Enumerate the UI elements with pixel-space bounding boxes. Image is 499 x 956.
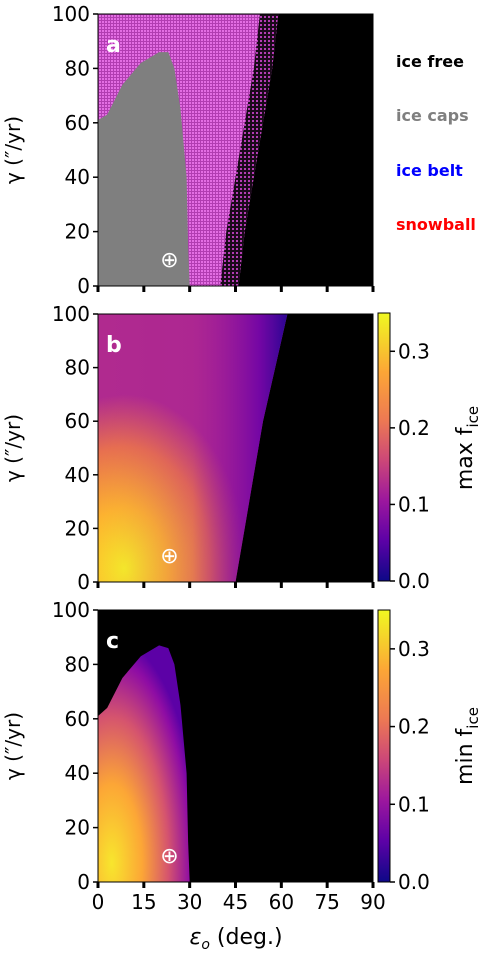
x-tick-label: 0 bbox=[92, 890, 105, 914]
y-axis-label-c: γ (″/yr) bbox=[1, 712, 25, 780]
colorbar-label-b: max fice bbox=[453, 406, 482, 490]
y-tick-label: 20 bbox=[65, 516, 90, 540]
y-tick-label: 0 bbox=[77, 870, 90, 894]
colorbar-tick-label: 0.0 bbox=[398, 569, 430, 593]
x-axis-b bbox=[96, 582, 375, 588]
max-fice-edge-shading bbox=[98, 314, 288, 582]
y-tick-label: 80 bbox=[65, 356, 90, 380]
y-tick-label: 40 bbox=[65, 761, 90, 785]
colorbar-b bbox=[377, 312, 391, 582]
y-tick-label: 60 bbox=[65, 111, 90, 135]
panel-label-c: c bbox=[106, 629, 119, 654]
y-axis-c: 0 20 40 60 80 100 bbox=[52, 598, 98, 894]
panel-label-a: a bbox=[106, 33, 121, 58]
y-tick-label: 100 bbox=[52, 302, 90, 326]
y-tick-label: 0 bbox=[77, 274, 90, 298]
colorbar-c bbox=[377, 609, 391, 883]
earth-marker-b: ⊕ bbox=[160, 544, 178, 569]
panel-label-b: b bbox=[106, 333, 122, 358]
x-tick-label: 75 bbox=[314, 890, 339, 914]
colorbar-tick-label: 0.2 bbox=[398, 715, 430, 739]
colorbar-tick-label: 0.1 bbox=[398, 792, 430, 816]
mixed-transition-region-a bbox=[220, 14, 279, 286]
colorbar-tick-label: 0.3 bbox=[398, 637, 430, 661]
y-tick-label: 20 bbox=[65, 816, 90, 840]
x-tick-label: 30 bbox=[177, 890, 202, 914]
colorbar-label-c: min fice bbox=[453, 707, 482, 785]
legend-ice-caps: ice caps bbox=[396, 106, 469, 125]
y-axis-a: 0 20 40 60 80 100 bbox=[52, 2, 98, 298]
y-tick-label: 100 bbox=[52, 598, 90, 622]
colorbar-tick-label: 0.2 bbox=[398, 416, 430, 440]
min-fice-heatmap bbox=[98, 645, 190, 882]
x-axis-c: 0 15 30 45 60 75 90 bbox=[92, 882, 386, 914]
x-axis-label-c: εo (deg.) bbox=[189, 925, 282, 953]
earth-marker-a: ⊕ bbox=[160, 248, 178, 273]
y-axis-label-a: γ (″/yr) bbox=[1, 116, 25, 184]
x-tick-label: 45 bbox=[223, 890, 248, 914]
y-tick-label: 40 bbox=[65, 463, 90, 487]
legend-snowball: snowball bbox=[396, 215, 476, 234]
y-axis-label-b: γ (″/yr) bbox=[1, 414, 25, 482]
panel-a: a ⊕ 0 20 40 60 80 100 γ (″/yr) ice free ice c… bbox=[1, 2, 476, 298]
colorbar-tick-label: 0.1 bbox=[398, 492, 430, 516]
colorbar-tick-label: 0.3 bbox=[398, 339, 430, 363]
panel-b: b ⊕ 0 20 40 60 80 100 γ (″/yr) 0.0 0.1 0.2 0.3 m… bbox=[1, 302, 482, 594]
legend-a: ice free ice caps ice belt snowball bbox=[396, 52, 476, 234]
y-tick-label: 60 bbox=[65, 707, 90, 731]
y-tick-label: 20 bbox=[65, 220, 90, 244]
colorbar-tick-label: 0.0 bbox=[398, 870, 430, 894]
y-tick-label: 100 bbox=[52, 2, 90, 26]
colorbar-ticks-b: 0.0 0.1 0.2 0.3 bbox=[390, 339, 430, 593]
x-tick-label: 90 bbox=[360, 890, 385, 914]
x-axis-a bbox=[96, 286, 375, 292]
legend-ice-belt: ice belt bbox=[396, 161, 463, 180]
x-tick-label: 60 bbox=[269, 890, 294, 914]
y-tick-label: 80 bbox=[65, 56, 90, 80]
y-tick-label: 80 bbox=[65, 652, 90, 676]
y-axis-b: 0 20 40 60 80 100 bbox=[52, 302, 98, 594]
y-tick-label: 60 bbox=[65, 409, 90, 433]
ice-caps-region-a bbox=[98, 52, 190, 286]
legend-ice-free: ice free bbox=[396, 52, 464, 71]
earth-marker-c: ⊕ bbox=[160, 844, 178, 869]
x-tick-label: 15 bbox=[131, 890, 156, 914]
y-tick-label: 0 bbox=[77, 570, 90, 594]
colorbar-ticks-c: 0.0 0.1 0.2 0.3 bbox=[390, 637, 430, 894]
y-tick-label: 40 bbox=[65, 165, 90, 189]
